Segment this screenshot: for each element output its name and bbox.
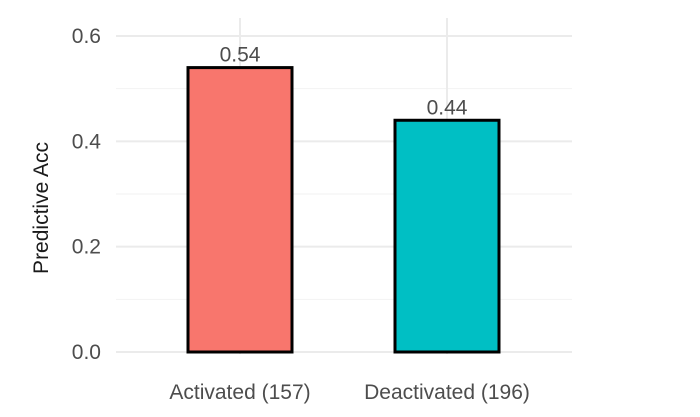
y-axis-title: Predictive Acc xyxy=(30,142,53,274)
y-tick-label: 0.4 xyxy=(72,130,102,153)
data-labels: 0.54 0.44 xyxy=(220,44,468,120)
x-category-label: Activated (157) xyxy=(169,381,310,404)
y-axis-ticks: 0.0 0.2 0.4 0.6 xyxy=(72,25,102,364)
x-category-label: Deactivated (196) xyxy=(364,381,530,404)
y-tick-label: 0.0 xyxy=(72,341,101,364)
y-tick-label: 0.6 xyxy=(72,25,101,48)
y-tick-label: 0.2 xyxy=(72,236,101,259)
bar-value-label: 0.54 xyxy=(220,44,261,67)
bars xyxy=(186,66,501,354)
bar-2 xyxy=(393,118,501,354)
grid xyxy=(116,18,572,354)
bar-value-label: 0.44 xyxy=(427,96,468,119)
bar-1 xyxy=(186,66,294,354)
x-axis-ticks: Activated (157) Deactivated (196) xyxy=(169,381,530,404)
